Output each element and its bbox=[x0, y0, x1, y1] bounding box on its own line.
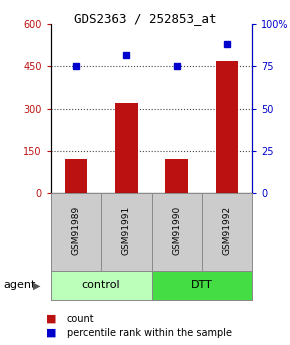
Text: percentile rank within the sample: percentile rank within the sample bbox=[67, 328, 232, 338]
Text: ■: ■ bbox=[46, 314, 57, 324]
Text: ▶: ▶ bbox=[33, 280, 41, 290]
Text: control: control bbox=[82, 280, 120, 290]
Bar bbox=[216, 61, 238, 193]
Text: GSM91990: GSM91990 bbox=[172, 206, 181, 255]
Bar bbox=[165, 159, 188, 193]
Text: GDS2363 / 252853_at: GDS2363 / 252853_at bbox=[74, 12, 216, 25]
Text: agent: agent bbox=[3, 280, 35, 290]
Text: count: count bbox=[67, 314, 94, 324]
Bar bbox=[115, 103, 138, 193]
Text: GSM91992: GSM91992 bbox=[223, 206, 232, 255]
Text: GSM91989: GSM91989 bbox=[71, 206, 80, 255]
Text: DTT: DTT bbox=[191, 280, 213, 290]
Bar bbox=[65, 159, 87, 193]
Text: ■: ■ bbox=[46, 328, 57, 338]
Text: GSM91991: GSM91991 bbox=[122, 206, 131, 255]
